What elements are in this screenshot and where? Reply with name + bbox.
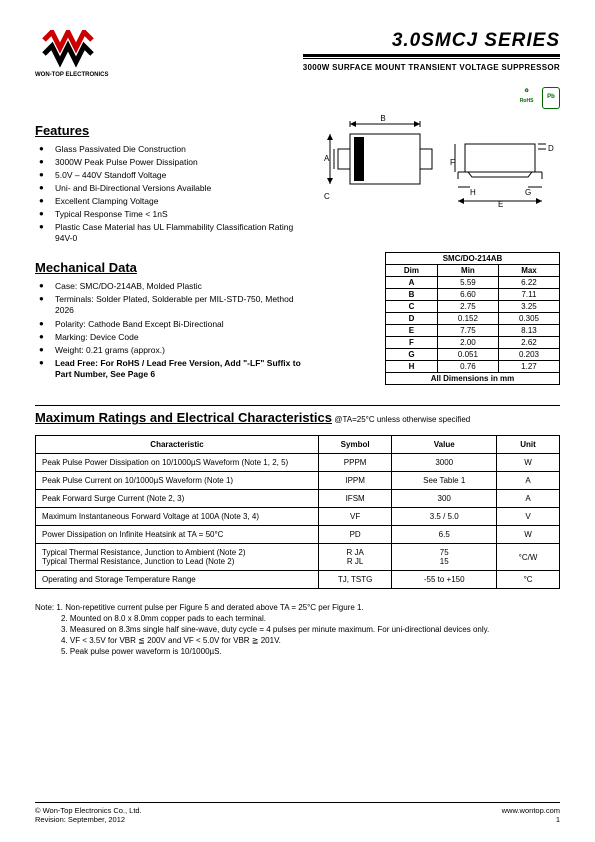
svg-text:G: G [525,188,531,197]
section-divider [35,405,560,406]
feature-item: Uni- and Bi-Directional Versions Availab… [47,183,302,194]
table-row: Power Dissipation on Infinite Heatsink a… [36,526,560,544]
mech-item: Case: SMC/DO-214AB, Molded Plastic [47,281,302,292]
feature-item: 3000W Peak Pulse Power Dissipation [47,157,302,168]
table-row: Maximum Instantaneous Forward Voltage at… [36,508,560,526]
title-rule-thin [303,58,560,59]
mechanical-list: Case: SMC/DO-214AB, Molded Plastic Termi… [35,281,302,379]
feature-item: Plastic Case Material has UL Flammabilit… [47,222,302,244]
feature-item: Excellent Clamping Voltage [47,196,302,207]
footer-right: www.wontop.com 1 [502,806,560,824]
logo-company-text: WON-TOP ELECTRONICS [35,72,108,78]
dim-hdr: Max [498,265,559,277]
footer-left: © Won-Top Electronics Co., Ltd. Revision… [35,806,142,824]
pb-free-badge-icon: Pb [542,87,560,109]
table-row: Operating and Storage Temperature RangeT… [36,571,560,589]
footer-revision: Revision: September, 2012 [35,815,142,824]
feature-item: Typical Response Time < 1nS [47,209,302,220]
note-item: 3. Measured on 8.3ms single half sine-wa… [35,625,560,636]
svg-text:C: C [324,192,330,201]
svg-text:A: A [324,154,330,163]
mech-item: Polarity: Cathode Band Except Bi-Directi… [47,319,302,330]
footer-company: © Won-Top Electronics Co., Ltd. [35,806,142,815]
table-row: Peak Pulse Current on 10/1000µS Waveform… [36,472,560,490]
notes-section: Note: 1. Non-repetitive current pulse pe… [35,603,560,657]
footer-url: www.wontop.com [502,806,560,815]
rohs-badge-icon: ♻RoHS [516,82,538,104]
mechanical-heading: Mechanical Data [35,260,302,275]
feature-item: 5.0V – 440V Standoff Voltage [47,170,302,181]
ratings-table: Characteristic Symbol Value Unit Peak Pu… [35,435,560,589]
mech-item: Lead Free: For RoHS / Lead Free Version,… [47,358,302,380]
dim-hdr: Dim [386,265,438,277]
dim-hdr: Min [437,265,498,277]
features-list: Glass Passivated Die Construction 3000W … [35,144,302,244]
series-title: 3.0SMCJ SERIES [303,30,560,52]
dim-table-footer: All Dimensions in mm [386,373,560,385]
note-item: 4. VF < 3.5V for VBR ≦ 200V and VF < 5.0… [35,636,560,647]
ratings-condition: @TA=25°C unless otherwise specified [334,415,470,424]
svg-text:B: B [380,114,385,123]
mech-item: Marking: Device Code [47,332,302,343]
svg-text:H: H [470,188,476,197]
dim-table-title: SMC/DO-214AB [386,253,560,265]
footer-page: 1 [502,815,560,824]
mech-item: Weight: 0.21 grams (approx.) [47,345,302,356]
title-rule-thick [303,54,560,57]
notes-label: Note: [35,603,54,612]
note-item: 2. Mounted on 8.0 x 8.0mm copper pads to… [35,614,560,625]
mech-item: Terminals: Solder Plated, Solderable per… [47,294,302,316]
ratings-heading: Maximum Ratings and Electrical Character… [35,410,332,425]
table-row: Peak Pulse Power Dissipation on 10/1000µ… [36,454,560,472]
compliance-badges: ♻RoHS Pb [303,78,560,109]
svg-text:F: F [450,158,455,167]
ratings-section: Maximum Ratings and Electrical Character… [35,410,560,589]
feature-item: Glass Passivated Die Construction [47,144,302,155]
series-subtitle: 3000W SURFACE MOUNT TRANSIENT VOLTAGE SU… [303,63,560,72]
page-footer: © Won-Top Electronics Co., Ltd. Revision… [35,802,560,824]
features-heading: Features [35,123,302,138]
title-area: 3.0SMCJ SERIES 3000W SURFACE MOUNT TRANS… [303,30,560,109]
page-header: WON-TOP ELECTRONICS 3.0SMCJ SERIES 3000W… [35,30,560,109]
table-row: Peak Forward Surge Current (Note 2, 3)IF… [36,490,560,508]
mechanical-row: Mechanical Data Case: SMC/DO-214AB, Mold… [35,246,560,385]
note-item: 5. Peak pulse power waveform is 10/1000µ… [35,647,560,658]
dimensions-table: SMC/DO-214AB Dim Min Max A5.596.22 B6.60… [385,252,560,385]
package-diagram: B A C D F H G [320,109,560,219]
company-logo-icon [42,30,102,70]
logo-area: WON-TOP ELECTRONICS [35,30,108,78]
features-row: Features Glass Passivated Die Constructi… [35,109,560,246]
svg-text:D: D [548,144,554,153]
table-row: Typical Thermal Resistance, Junction to … [36,544,560,571]
note-item: 1. Non-repetitive current pulse per Figu… [56,603,363,612]
